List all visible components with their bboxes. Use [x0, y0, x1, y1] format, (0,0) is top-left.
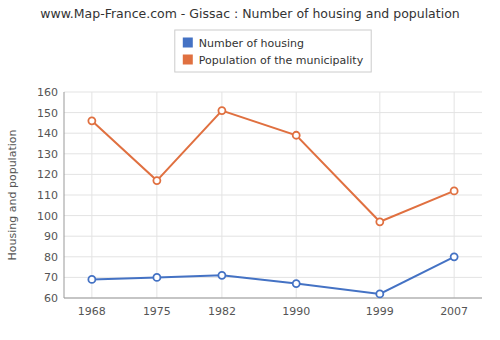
y-tick-label: 90	[44, 230, 58, 243]
y-tick-label: 70	[44, 271, 58, 284]
y-tick-label: 60	[44, 292, 58, 305]
x-grid-line	[296, 92, 297, 298]
y-axis-line	[64, 92, 65, 298]
chart: www.Map-France.com - Gissac : Number of …	[0, 0, 500, 340]
point	[218, 272, 225, 279]
point	[293, 280, 300, 287]
y-grid-line	[64, 215, 482, 216]
x-tick-label: 1990	[282, 305, 310, 318]
y-tick-label: 120	[37, 168, 58, 181]
y-tick-label: 100	[37, 210, 58, 223]
legend-label: Number of housing	[199, 37, 304, 50]
point	[451, 253, 458, 260]
x-grid-line	[156, 92, 157, 298]
y-tick-label: 110	[37, 189, 58, 202]
y-grid-line	[64, 133, 482, 134]
point	[293, 132, 300, 139]
point	[218, 107, 225, 114]
x-axis-line	[64, 298, 482, 299]
x-tick-label: 2007	[440, 305, 468, 318]
y-grid-line	[64, 298, 482, 299]
y-grid-line	[64, 195, 482, 196]
x-tick-label: 1982	[208, 305, 236, 318]
plot-data	[88, 107, 457, 297]
point	[451, 187, 458, 194]
point	[88, 117, 95, 124]
y-tick-label: 140	[37, 127, 58, 140]
y-grid-line	[64, 174, 482, 175]
y-grid-line	[64, 112, 482, 113]
x-tick-label: 1975	[143, 305, 171, 318]
title: www.Map-France.com - Gissac : Number of …	[40, 6, 459, 21]
background	[0, 0, 500, 340]
y-grid-line	[64, 92, 482, 93]
y-tick-label: 130	[37, 148, 58, 161]
legend-box	[175, 30, 371, 72]
series-line	[92, 257, 454, 294]
point	[153, 177, 160, 184]
y-tick-label: 160	[37, 86, 58, 99]
legend-label: Population of the municipality	[199, 54, 364, 67]
x-tick-label: 1999	[366, 305, 394, 318]
point	[88, 276, 95, 283]
point	[153, 274, 160, 281]
y-grid-line	[64, 256, 482, 257]
y-axis-label: Housing and population	[6, 130, 19, 261]
y-tick-label: 150	[37, 107, 58, 120]
point	[376, 290, 383, 297]
x-grid-line	[221, 92, 222, 298]
legend-swatch	[183, 55, 193, 65]
legend-swatch	[183, 38, 193, 48]
y-grid-line	[64, 236, 482, 237]
y-tick-label: 80	[44, 251, 58, 264]
point	[376, 218, 383, 225]
series-line	[92, 111, 454, 222]
legend: Number of housing Population of the munic…	[175, 30, 371, 72]
x-grid-line	[379, 92, 380, 298]
grid	[64, 92, 482, 298]
x-tick-label: 1968	[78, 305, 106, 318]
